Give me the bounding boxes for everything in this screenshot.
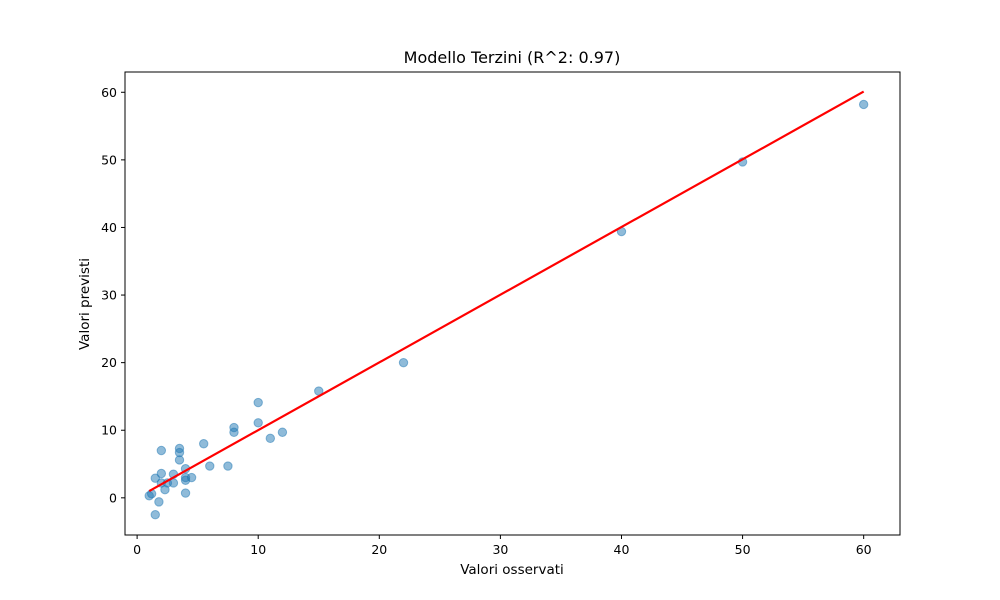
fit-line: [148, 90, 865, 493]
plot-frame: [124, 71, 901, 536]
chart-title: Modello Terzini (R^2: 0.97): [404, 48, 621, 67]
data-point: [229, 422, 239, 433]
data-point: [223, 461, 233, 471]
data-point: [174, 455, 185, 465]
x-tick-label: 60: [856, 542, 872, 557]
data-point: [205, 461, 215, 471]
x-axis-label: Valori osservati: [460, 562, 564, 578]
y-tick-label: 30: [101, 288, 117, 303]
x-tick-label: 0: [133, 542, 141, 557]
y-tick-label: 50: [101, 152, 117, 167]
data-point: [858, 99, 869, 110]
x-tick-label: 20: [371, 542, 387, 557]
data-point: [156, 445, 167, 456]
x-tick-label: 30: [492, 542, 508, 557]
y-tick-label: 20: [101, 355, 117, 370]
data-point: [156, 468, 167, 479]
x-axis-ticks: 0 10 20 30 40 50 60: [133, 535, 872, 557]
x-tick-label: 10: [250, 542, 266, 557]
y-axis-label: Valori previsti: [77, 258, 93, 350]
data-point: [398, 357, 409, 368]
fit-line-layer: [148, 90, 865, 493]
data-point: [265, 433, 276, 444]
data-point: [253, 397, 263, 408]
data-point: [186, 472, 197, 483]
data-point: [180, 488, 191, 498]
y-tick-label: 40: [101, 220, 117, 235]
y-axis-ticks: 0 10 20 30 40 50 60: [101, 85, 125, 505]
y-tick-label: 0: [109, 490, 117, 505]
data-points: [144, 99, 869, 520]
data-point: [154, 497, 164, 507]
y-tick-label: 10: [101, 423, 117, 438]
data-point: [150, 510, 160, 520]
data-point: [277, 427, 288, 437]
data-point: [253, 418, 263, 428]
x-tick-label: 50: [735, 542, 751, 557]
data-point: [199, 439, 209, 449]
y-tick-label: 60: [101, 85, 117, 100]
data-point: [150, 473, 160, 483]
x-tick-label: 40: [614, 542, 630, 557]
